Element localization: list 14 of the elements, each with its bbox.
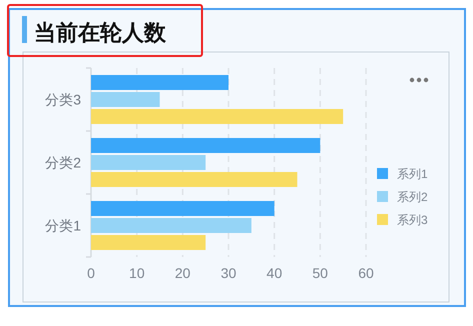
legend-label: 系列2 xyxy=(397,190,428,204)
xtick: 60 xyxy=(358,265,374,281)
title: 当前在轮人数 xyxy=(34,20,166,45)
xtick: 20 xyxy=(174,265,190,281)
xtick: 30 xyxy=(220,265,236,281)
xtick: 40 xyxy=(266,265,282,281)
xtick: 10 xyxy=(129,265,145,281)
category: 分类3 xyxy=(45,92,81,108)
legend-label: 系列3 xyxy=(397,213,428,227)
category: 分类1 xyxy=(45,218,81,234)
xtick: 50 xyxy=(312,265,328,281)
category: 分类2 xyxy=(45,154,81,170)
xtick: 0 xyxy=(87,265,95,281)
legend-label: 系列1 xyxy=(397,167,428,181)
